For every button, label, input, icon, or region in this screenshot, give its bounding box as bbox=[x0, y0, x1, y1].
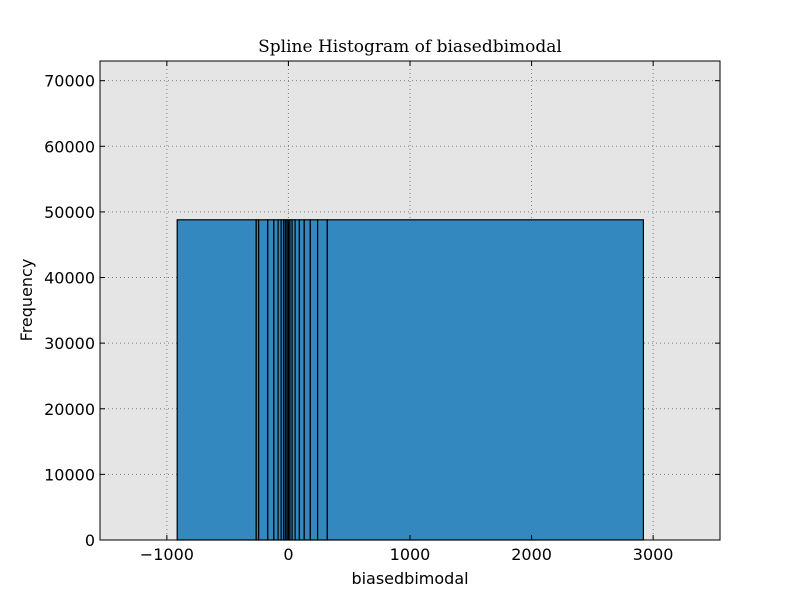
y-tick-label: 10000 bbox=[44, 465, 95, 484]
y-tick-label: 70000 bbox=[44, 72, 95, 91]
x-tick-label: 2000 bbox=[511, 545, 552, 564]
y-tick-label: 60000 bbox=[44, 137, 95, 156]
histogram-bar bbox=[303, 219, 311, 541]
histogram-bars bbox=[176, 219, 645, 541]
chart-title: Spline Histogram of biasedbimodal bbox=[258, 37, 562, 57]
y-axis-label: Frequency bbox=[17, 259, 36, 342]
x-axis-label: biasedbimodal bbox=[351, 569, 468, 588]
y-tick-label: 0 bbox=[85, 531, 95, 550]
histogram-bar bbox=[317, 219, 328, 541]
histogram-bar bbox=[258, 219, 269, 541]
histogram-bar bbox=[267, 219, 275, 541]
x-tick-label: 1000 bbox=[390, 545, 431, 564]
y-tick-label: 20000 bbox=[44, 400, 95, 419]
histogram-bar bbox=[294, 219, 300, 541]
histogram-bar bbox=[298, 219, 305, 541]
y-tick-label: 40000 bbox=[44, 269, 95, 288]
x-tick-label: −1000 bbox=[140, 545, 194, 564]
histogram-bar bbox=[309, 219, 319, 541]
histogram-bar bbox=[326, 219, 645, 541]
y-tick-label: 30000 bbox=[44, 334, 95, 353]
histogram-bar bbox=[176, 219, 257, 541]
x-tick-label: 3000 bbox=[633, 545, 674, 564]
y-tick-label: 50000 bbox=[44, 203, 95, 222]
axis-ticks: −1000 0 1000 2000 30000100002000030000400005… bbox=[44, 61, 720, 564]
histogram-bar bbox=[273, 219, 279, 541]
x-tick-label: 0 bbox=[283, 545, 293, 564]
